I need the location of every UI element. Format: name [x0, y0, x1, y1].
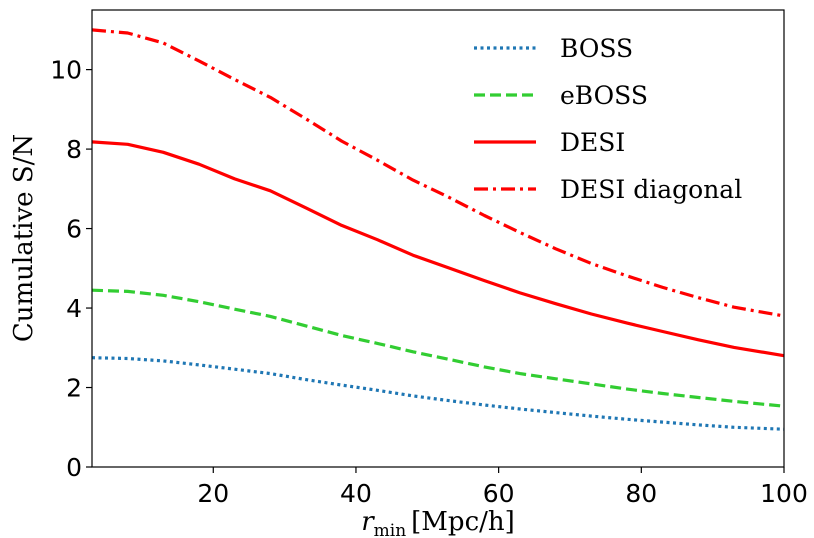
x-tick-label: 20 — [197, 479, 229, 508]
x-axis-label-rest: [Mpc/h] — [411, 507, 515, 537]
x-axis-label: rmin [Mpc/h] — [361, 507, 515, 538]
series-line-1 — [91, 288, 785, 408]
series-line-3 — [91, 28, 785, 318]
legend-label-1: eBOSS — [560, 81, 648, 110]
ticks-layer: 20 40 60 80 100 0 2 4 6 8 10 — [50, 56, 808, 508]
x-axis-label-main: r — [361, 507, 375, 537]
legend-label-2: DESI — [560, 128, 625, 157]
y-tick-label: 2 — [66, 374, 82, 403]
plot-frame — [91, 9, 785, 468]
legend-label-3: DESI diagonal — [560, 175, 742, 204]
plot-area — [92, 10, 784, 467]
x-tick-label: 80 — [625, 479, 657, 508]
series-line-0 — [91, 356, 785, 431]
y-axis-label: Cumulative S/N — [9, 134, 39, 342]
series-layer — [91, 28, 785, 431]
legend: BOSS eBOSS DESI DESI diagonal — [474, 34, 742, 204]
series-line-2 — [91, 140, 785, 358]
x-tick-label: 100 — [760, 479, 808, 508]
y-tick-label: 10 — [50, 56, 82, 85]
y-tick-label: 6 — [66, 215, 82, 244]
x-tick-label: 60 — [483, 479, 515, 508]
legend-label-0: BOSS — [560, 34, 633, 63]
y-tick-label: 4 — [66, 294, 82, 323]
y-tick-label: 8 — [66, 135, 82, 164]
x-tick-label: 40 — [340, 479, 372, 508]
x-axis-label-sub: min — [374, 521, 407, 538]
y-tick-label: 0 — [66, 453, 82, 482]
